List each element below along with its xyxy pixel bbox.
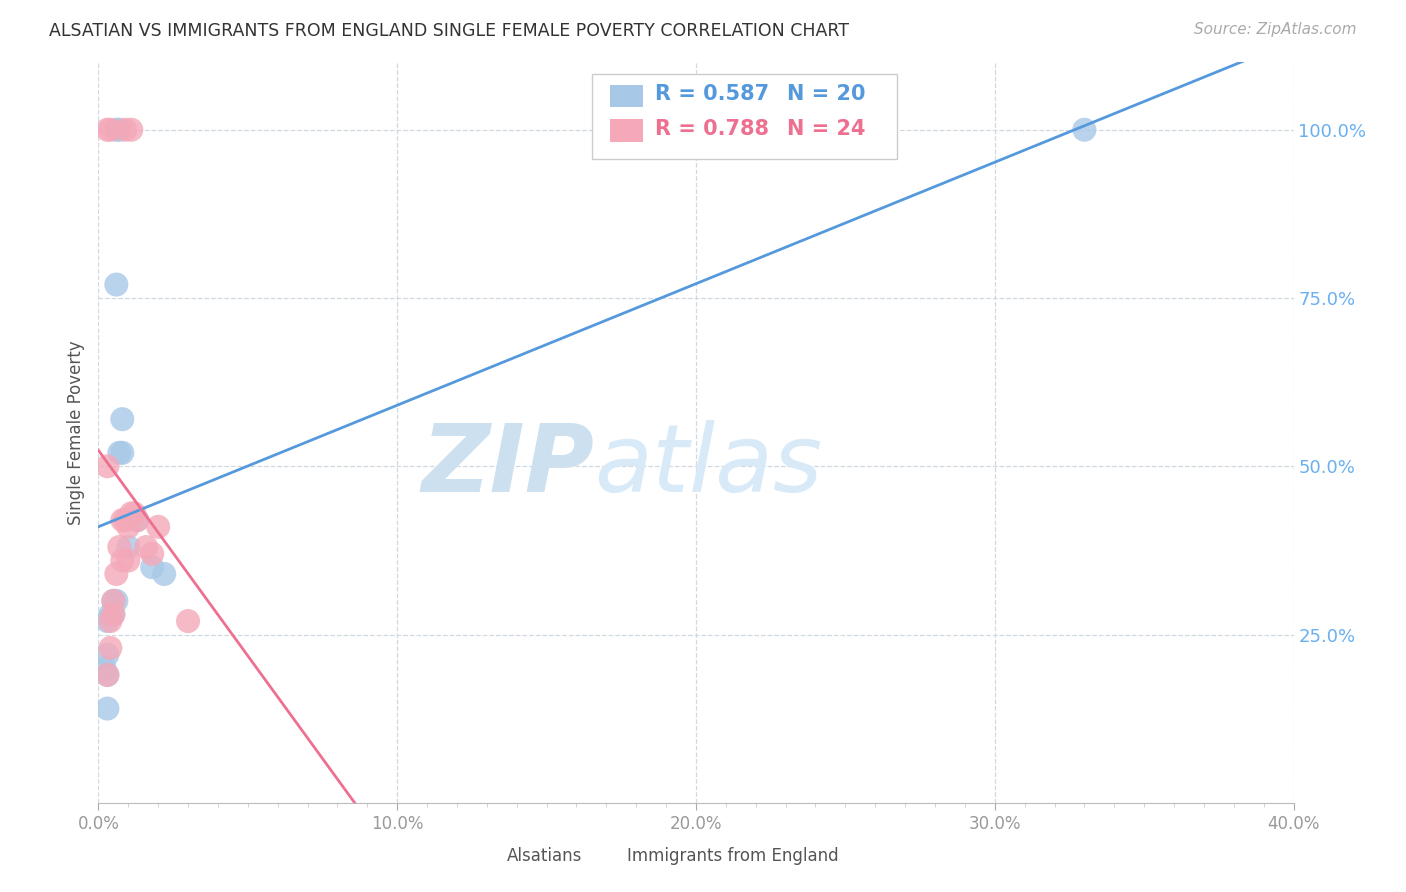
Text: N = 20: N = 20 (787, 84, 865, 104)
Point (120, 507, 142, 521)
Point (117, 520, 139, 534)
Point (135, 540, 157, 554)
Bar (595, 845, 620, 867)
Point (96, 648, 118, 662)
Text: atlas: atlas (595, 420, 823, 511)
Point (114, 513, 136, 527)
Point (141, 547, 163, 561)
Text: R = 0.587: R = 0.587 (655, 84, 769, 104)
Point (105, 122, 128, 136)
Bar (475, 845, 501, 867)
Point (103, 594, 125, 608)
FancyBboxPatch shape (592, 73, 897, 159)
Y-axis label: Single Female Poverty: Single Female Poverty (66, 341, 84, 524)
Point (148, 520, 170, 534)
Point (103, 607, 125, 622)
Point (111, 513, 134, 527)
Text: R = 0.788: R = 0.788 (655, 119, 769, 139)
Point (98, 614, 122, 628)
Point (93, 661, 115, 675)
Point (96, 668, 118, 682)
Point (117, 540, 139, 554)
Point (105, 594, 128, 608)
Point (108, 446, 131, 460)
Point (111, 412, 134, 426)
Point (98, 122, 122, 136)
Point (111, 553, 134, 567)
Point (120, 122, 142, 136)
Text: N = 24: N = 24 (787, 119, 865, 139)
Point (96, 668, 118, 682)
Point (98, 640, 122, 655)
Point (127, 513, 149, 527)
Point (124, 507, 146, 521)
Point (177, 614, 200, 628)
Point (96, 614, 118, 628)
Text: ZIP: ZIP (422, 420, 595, 512)
Point (105, 566, 128, 581)
Point (141, 560, 163, 574)
Point (114, 122, 136, 136)
Bar (610, 120, 644, 142)
Text: Source: ZipAtlas.com: Source: ZipAtlas.com (1194, 22, 1357, 37)
Point (103, 594, 125, 608)
Point (127, 513, 149, 527)
Point (108, 122, 131, 136)
Text: Immigrants from England: Immigrants from England (627, 847, 838, 865)
Point (103, 607, 125, 622)
Point (1073, 122, 1095, 136)
Point (96, 459, 118, 474)
Point (98, 607, 122, 622)
Point (96, 701, 118, 715)
Point (111, 446, 134, 460)
Point (105, 277, 128, 292)
Point (108, 540, 131, 554)
Bar (610, 85, 644, 107)
Point (96, 122, 118, 136)
Text: Alsatians: Alsatians (508, 847, 582, 865)
Text: ALSATIAN VS IMMIGRANTS FROM ENGLAND SINGLE FEMALE POVERTY CORRELATION CHART: ALSATIAN VS IMMIGRANTS FROM ENGLAND SING… (49, 22, 849, 40)
Point (117, 553, 139, 567)
Point (153, 566, 176, 581)
